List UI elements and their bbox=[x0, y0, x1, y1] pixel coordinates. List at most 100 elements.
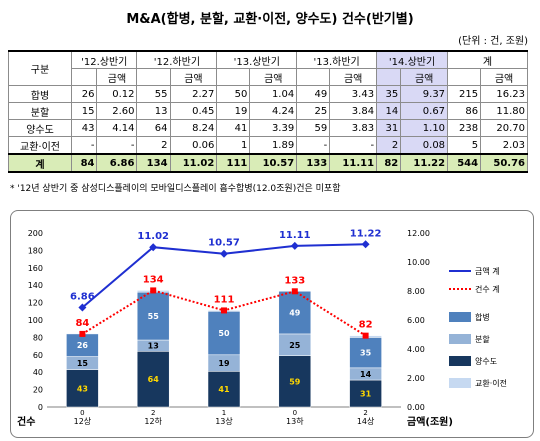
header-period: '13.상반기 bbox=[216, 50, 298, 69]
y-axis-title-left: 건수 bbox=[17, 415, 35, 428]
table-cell: 26 bbox=[70, 85, 97, 103]
table-cell: 215 bbox=[447, 85, 481, 103]
table-cell: 6.86 bbox=[96, 153, 138, 173]
bar-segment bbox=[349, 337, 382, 369]
table-cell: 134 bbox=[136, 153, 171, 173]
y-axis-title-right: 금액(조원) bbox=[407, 415, 453, 428]
bar-segment bbox=[136, 291, 170, 341]
table-cell: 4.14 bbox=[96, 119, 138, 137]
line-data-label: 11.11 bbox=[279, 230, 311, 241]
line-data-label: 134 bbox=[143, 274, 164, 285]
y-tick-label-left: 120 bbox=[28, 299, 43, 308]
x-tick-label: 13상 bbox=[215, 416, 233, 426]
bar-data-label: 50 bbox=[218, 329, 230, 338]
bar-segment bbox=[207, 371, 241, 408]
table-cell: 3.84 bbox=[329, 102, 378, 120]
table-cell: 19 bbox=[216, 102, 250, 120]
table-cell: 5 bbox=[447, 136, 481, 155]
series-point bbox=[149, 243, 158, 252]
legend-swatch bbox=[449, 312, 471, 322]
table-cell: 3.43 bbox=[329, 85, 378, 103]
table-cell: 10.57 bbox=[249, 153, 298, 173]
table-cell: 14 bbox=[376, 102, 401, 120]
bar-segment bbox=[349, 379, 382, 408]
bar-data-label: 43 bbox=[77, 384, 88, 393]
series-point bbox=[79, 330, 86, 337]
table-header-row: 구분 '12.상반기 '12.하반기 '13.상반기 '13.하반기 '14.상… bbox=[8, 50, 528, 86]
row-label: 합병 bbox=[8, 85, 72, 103]
series-point bbox=[78, 303, 87, 312]
table-cell: 2 bbox=[136, 136, 171, 155]
header-amount: 금액 bbox=[249, 68, 298, 86]
line-data-label: 11.22 bbox=[350, 228, 382, 239]
table-cell: 2.27 bbox=[169, 85, 218, 103]
table-cell: 2.60 bbox=[96, 102, 138, 120]
table-cell: 1 bbox=[216, 136, 250, 155]
y-tick-label-right: 8.00 bbox=[407, 287, 425, 296]
table-cell: - bbox=[96, 136, 138, 155]
legend-label: 분할 bbox=[475, 334, 490, 344]
series-point bbox=[291, 288, 298, 295]
bar-data-label: 59 bbox=[289, 377, 301, 386]
row-label: 분할 bbox=[8, 102, 72, 120]
bar-segment bbox=[278, 355, 312, 408]
header-amount: 금액 bbox=[480, 68, 528, 86]
y-tick-label-left: 80 bbox=[33, 333, 43, 342]
series-point bbox=[150, 287, 157, 294]
legend-label: 합병 bbox=[475, 313, 490, 322]
table-cell: 11.22 bbox=[400, 153, 449, 173]
y-tick-label-left: 0 bbox=[38, 403, 43, 412]
y-tick-label-left: 40 bbox=[33, 368, 43, 377]
series-point bbox=[221, 307, 227, 314]
series-point bbox=[290, 241, 299, 250]
table-cell: 544 bbox=[447, 153, 481, 173]
table-cell: 0.12 bbox=[96, 85, 138, 103]
bar-data-label: 0 bbox=[80, 409, 84, 417]
bar-data-label: 26 bbox=[77, 341, 89, 350]
y-tick-label-right: 10.00 bbox=[407, 258, 430, 267]
table-row: 교환·이전 - -2 0.06 1 1.89- -2 0.08 5 2.03 bbox=[8, 136, 528, 155]
table-cell: 82 bbox=[376, 153, 401, 173]
table-cell: 8.24 bbox=[169, 119, 218, 137]
y-tick-label-right: 2.00 bbox=[407, 374, 425, 383]
bar-data-label: 25 bbox=[289, 341, 301, 350]
bar-data-label: 15 bbox=[77, 359, 89, 368]
table-cell: 13 bbox=[136, 102, 171, 120]
bar-data-label: 13 bbox=[148, 342, 159, 351]
table-cell: 64 bbox=[136, 119, 171, 137]
table-cell: 4.24 bbox=[249, 102, 298, 120]
row-label: 양수도 bbox=[8, 119, 72, 137]
footnote: * '12년 상반기 중 삼성디스플레이의 모바일디스플레이 흡수합병(12.0… bbox=[10, 184, 341, 194]
header-period: '14.상반기 bbox=[376, 50, 449, 69]
y-tick-label-right: 6.00 bbox=[407, 316, 425, 325]
table-cell: 50 bbox=[216, 85, 250, 103]
y-tick-label-left: 180 bbox=[28, 246, 43, 255]
y-tick-label-left: 100 bbox=[28, 316, 43, 325]
x-tick-label: 12상 bbox=[74, 416, 92, 426]
y-tick-label-left: 200 bbox=[28, 229, 43, 238]
table-cell: 1.10 bbox=[400, 119, 449, 137]
header-amount: 금액 bbox=[96, 68, 138, 86]
bar-data-label: 35 bbox=[360, 349, 372, 358]
table-row: 양수도 43 4.14 64 8.24 41 3.39 59 3.83 31 1.10 238 20.7… bbox=[8, 119, 528, 137]
y-tick-label-left: 160 bbox=[28, 264, 43, 273]
table-cell: 1.04 bbox=[249, 85, 298, 103]
series-point bbox=[361, 240, 370, 249]
bar-data-label: 55 bbox=[148, 312, 160, 321]
line-data-label: 82 bbox=[359, 320, 373, 331]
line-data-label: 84 bbox=[75, 318, 89, 329]
bar-data-label: 1 bbox=[222, 409, 226, 417]
table-row: 분할 15 2.60 13 0.45 19 4.24 25 3.84 14 0.67 86 11.80 bbox=[8, 102, 528, 120]
bar-data-label: 2 bbox=[151, 409, 155, 417]
legend-swatch bbox=[449, 356, 471, 366]
header-period: '12.상반기 bbox=[70, 50, 138, 69]
table-cell: 11.02 bbox=[169, 153, 218, 173]
header-amount: 금액 bbox=[329, 68, 378, 86]
table-cell: 111 bbox=[216, 153, 250, 173]
line-data-label: 111 bbox=[214, 294, 235, 305]
table-cell: 238 bbox=[447, 119, 481, 137]
table-cell: 2 bbox=[376, 136, 401, 155]
series-point bbox=[220, 249, 228, 258]
table-cell: 50.76 bbox=[480, 153, 528, 173]
legend-label: 교환·이전 bbox=[475, 378, 507, 388]
